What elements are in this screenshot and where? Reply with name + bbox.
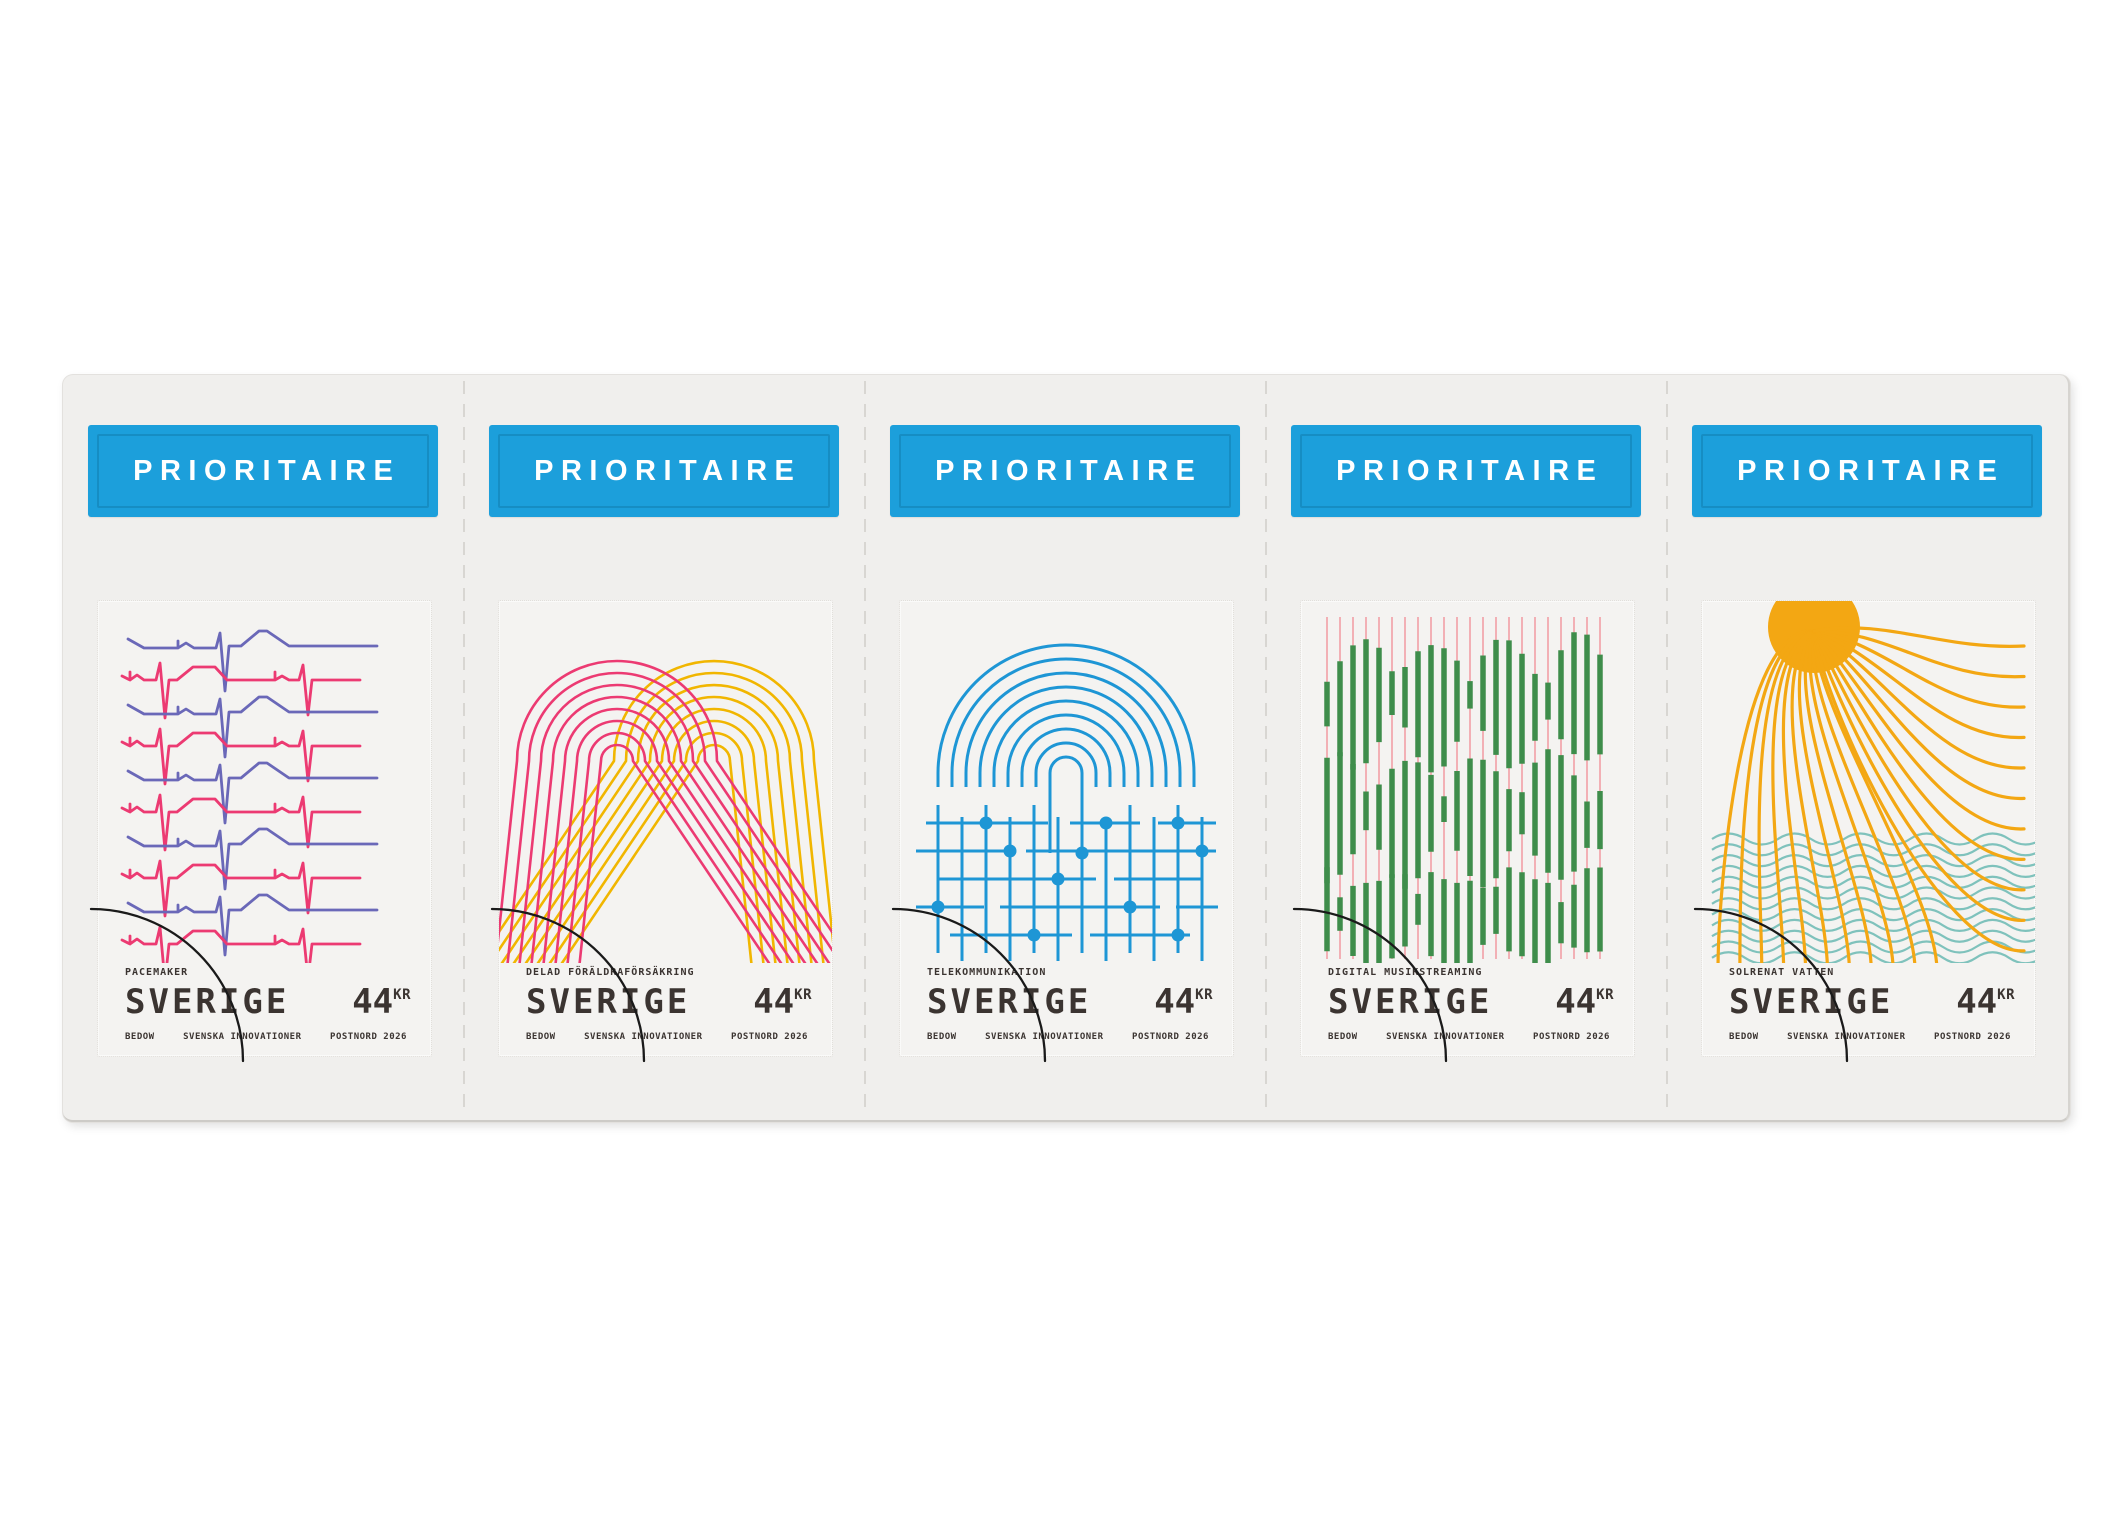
stamp-radio-arcs-circuit: TELEKOMMUNIKATION SVERIGE 44KR BEDOW SVE… <box>891 600 1234 1063</box>
stamp-title: TELEKOMMUNIKATION <box>927 967 1047 978</box>
stamp-panel: PRIORITAIRE DIGITAL MUSIKSTREAMING SVERI… <box>1266 375 1668 1120</box>
stamp-interlocking-arches: DELAD FÖRÄLDRAFÖRSÄKRING SVERIGE 44KR BE… <box>490 600 833 1063</box>
credits-row: BEDOW SVENSKA INNOVATIONER POSTNORD 2026 <box>927 1032 1209 1042</box>
value-number: 44 <box>1956 982 1998 1022</box>
credit-issuer: POSTNORD 2026 <box>1132 1032 1209 1042</box>
radio-arcs-circuit-artwork <box>916 643 1218 961</box>
denomination-row: SVERIGE 44KR <box>1729 985 2015 1019</box>
panel-perforation-divider <box>864 381 866 1114</box>
credits-row: BEDOW SVENSKA INNOVATIONER POSTNORD 2026 <box>526 1032 808 1042</box>
denomination-value: 44KR <box>1154 985 1213 1019</box>
country-label: SVERIGE <box>526 982 691 1022</box>
credit-designer: BEDOW <box>927 1032 957 1042</box>
denomination-currency: KR <box>794 987 812 1003</box>
credits-row: BEDOW SVENSKA INNOVATIONER POSTNORD 2026 <box>1328 1032 1610 1042</box>
credits-row: BEDOW SVENSKA INNOVATIONER POSTNORD 2026 <box>125 1032 407 1042</box>
stamp-ecg-heartbeat-lines: PACEMAKER SVERIGE 44KR BEDOW SVENSKA INN… <box>89 600 432 1063</box>
credit-issuer: POSTNORD 2026 <box>330 1032 407 1042</box>
credit-designer: BEDOW <box>1328 1032 1358 1042</box>
credit-series: SVENSKA INNOVATIONER <box>1787 1032 1906 1042</box>
denomination-row: SVERIGE 44KR <box>927 985 1213 1019</box>
denomination-currency: KR <box>393 987 411 1003</box>
prioritaire-label: PRIORITAIRE <box>489 425 839 517</box>
prioritaire-label: PRIORITAIRE <box>1291 425 1641 517</box>
prioritaire-label-text: PRIORITAIRE <box>133 454 401 487</box>
credit-series: SVENSKA INNOVATIONER <box>183 1032 302 1042</box>
credit-series: SVENSKA INNOVATIONER <box>985 1032 1104 1042</box>
credits-row: BEDOW SVENSKA INNOVATIONER POSTNORD 2026 <box>1729 1032 2011 1042</box>
denomination-row: SVERIGE 44KR <box>526 985 812 1019</box>
credit-designer: BEDOW <box>1729 1032 1759 1042</box>
value-number: 44 <box>1555 982 1597 1022</box>
denomination-currency: KR <box>1596 987 1614 1003</box>
denomination-value: 44KR <box>352 985 411 1019</box>
credit-issuer: POSTNORD 2026 <box>1533 1032 1610 1042</box>
stamp-sheet: PRIORITAIRE PACEMAKER SVERIGE 44KR BEDOW… <box>63 375 2070 1122</box>
country-label: SVERIGE <box>1328 982 1493 1022</box>
denomination-row: SVERIGE 44KR <box>1328 985 1614 1019</box>
denomination-currency: KR <box>1997 987 2015 1003</box>
stamp-title: DIGITAL MUSIKSTREAMING <box>1328 967 1483 978</box>
denomination-value: 44KR <box>1956 985 2015 1019</box>
denomination-currency: KR <box>1195 987 1213 1003</box>
stamp-waveform-bars: DIGITAL MUSIKSTREAMING SVERIGE 44KR BEDO… <box>1292 600 1635 1063</box>
value-number: 44 <box>352 982 394 1022</box>
sun-rays-water-waves-artwork <box>1711 601 2035 963</box>
country-label: SVERIGE <box>927 982 1092 1022</box>
denomination-value: 44KR <box>1555 985 1614 1019</box>
stamp-title: SOLRENAT VATTEN <box>1729 967 1835 978</box>
country-label: SVERIGE <box>1729 982 1894 1022</box>
credit-series: SVENSKA INNOVATIONER <box>584 1032 703 1042</box>
credit-issuer: POSTNORD 2026 <box>1934 1032 2011 1042</box>
prioritaire-label-text: PRIORITAIRE <box>534 454 802 487</box>
panel-perforation-divider <box>463 381 465 1114</box>
stamp-panel: PRIORITAIRE TELEKOMMUNIKATION SVERIGE 44… <box>865 375 1267 1120</box>
prioritaire-label: PRIORITAIRE <box>1692 425 2042 517</box>
denomination-row: SVERIGE 44KR <box>125 985 411 1019</box>
prioritaire-label: PRIORITAIRE <box>88 425 438 517</box>
prioritaire-label-text: PRIORITAIRE <box>1336 454 1604 487</box>
value-number: 44 <box>1154 982 1196 1022</box>
ecg-heartbeat-lines-artwork <box>120 629 379 963</box>
stamp-sun-rays-water-waves: SOLRENAT VATTEN SVERIGE 44KR BEDOW SVENS… <box>1693 600 2036 1063</box>
value-number: 44 <box>753 982 795 1022</box>
panel-perforation-divider <box>1666 381 1668 1114</box>
stamp-title: DELAD FÖRÄLDRAFÖRSÄKRING <box>526 967 695 978</box>
prioritaire-label-text: PRIORITAIRE <box>1737 454 2005 487</box>
stamp-panel: PRIORITAIRE PACEMAKER SVERIGE 44KR BEDOW… <box>63 375 465 1120</box>
credit-designer: BEDOW <box>526 1032 556 1042</box>
stamp-panel: PRIORITAIRE SOLRENAT VATTEN SVERIGE 44KR… <box>1667 375 2068 1120</box>
country-label: SVERIGE <box>125 982 290 1022</box>
credit-series: SVENSKA INNOVATIONER <box>1386 1032 1505 1042</box>
prioritaire-label: PRIORITAIRE <box>890 425 1240 517</box>
prioritaire-label-text: PRIORITAIRE <box>935 454 1203 487</box>
waveform-bars-artwork <box>1324 617 1603 963</box>
credit-issuer: POSTNORD 2026 <box>731 1032 808 1042</box>
stamp-title: PACEMAKER <box>125 967 189 978</box>
panel-perforation-divider <box>1265 381 1267 1114</box>
interlocking-arches-artwork <box>499 659 832 963</box>
credit-designer: BEDOW <box>125 1032 155 1042</box>
denomination-value: 44KR <box>753 985 812 1019</box>
stamp-panel: PRIORITAIRE DELAD FÖRÄLDRAFÖRSÄKRING SVE… <box>464 375 866 1120</box>
